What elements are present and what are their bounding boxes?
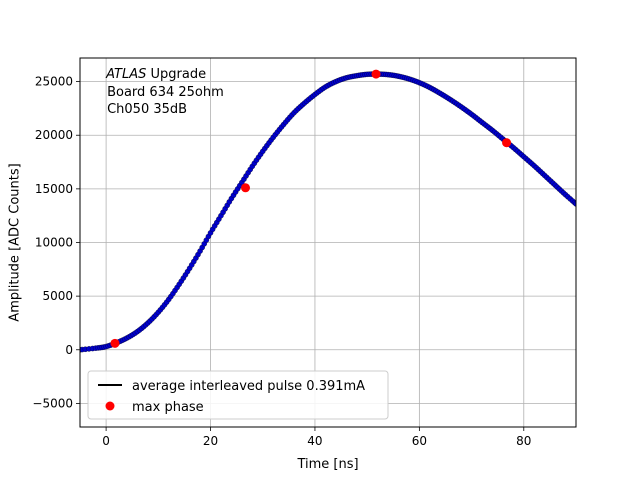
legend-box [87,370,389,420]
y-tick-label: 25000 [35,75,73,89]
annotation-line-1: ATLAS Upgrade [105,67,206,82]
max-phase-point [110,338,120,348]
annotation-suffix: Upgrade [146,67,206,82]
y-tick-label: 20000 [35,128,73,142]
x-tick-label: 40 [307,434,322,448]
ticks: 0 20 40 60 80 −5000 0 5000 10000 15000 20000 25000 [32,75,531,448]
series-layer [80,69,576,353]
x-tick-label: 20 [203,434,218,448]
legend-label-pulse: average interleaved pulse 0.391mA [132,379,365,394]
y-tick-label: 5000 [42,289,73,303]
max-phase-point [502,138,512,148]
x-tick-label: 0 [102,434,110,448]
annotation: ATLAS Upgrade Board 634 25ohm Ch050 35dB [105,67,224,117]
legend-swatch-max-phase [105,401,115,411]
annotation-line-3: Ch050 35dB [107,102,187,117]
y-tick-label: 0 [65,343,73,357]
y-tick-label: −5000 [32,396,73,410]
x-tick-label: 80 [516,434,531,448]
x-axis-label: Time [ns] [296,457,358,472]
y-tick-label: 15000 [35,182,73,196]
max-phase-point [371,69,381,79]
plot-area [80,69,576,353]
legend-label-max-phase: max phase [132,400,204,415]
max-phase-point [241,183,251,193]
annotation-experiment: ATLAS [105,67,146,82]
y-axis-label: Amplitude [ADC Counts] [8,163,23,321]
legend: average interleaved pulse 0.391mA max ph… [87,370,389,420]
pulse-point [573,201,576,207]
x-tick-label: 60 [412,434,427,448]
y-tick-label: 10000 [35,236,73,250]
annotation-line-2: Board 634 25ohm [107,85,224,100]
